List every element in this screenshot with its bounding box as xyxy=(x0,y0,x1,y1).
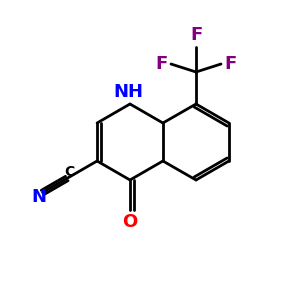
Text: C: C xyxy=(65,166,75,179)
Text: F: F xyxy=(224,55,236,73)
Text: NH: NH xyxy=(113,83,143,101)
Text: F: F xyxy=(156,55,168,73)
Text: N: N xyxy=(31,188,46,206)
Text: F: F xyxy=(190,26,202,44)
Text: O: O xyxy=(122,213,138,231)
